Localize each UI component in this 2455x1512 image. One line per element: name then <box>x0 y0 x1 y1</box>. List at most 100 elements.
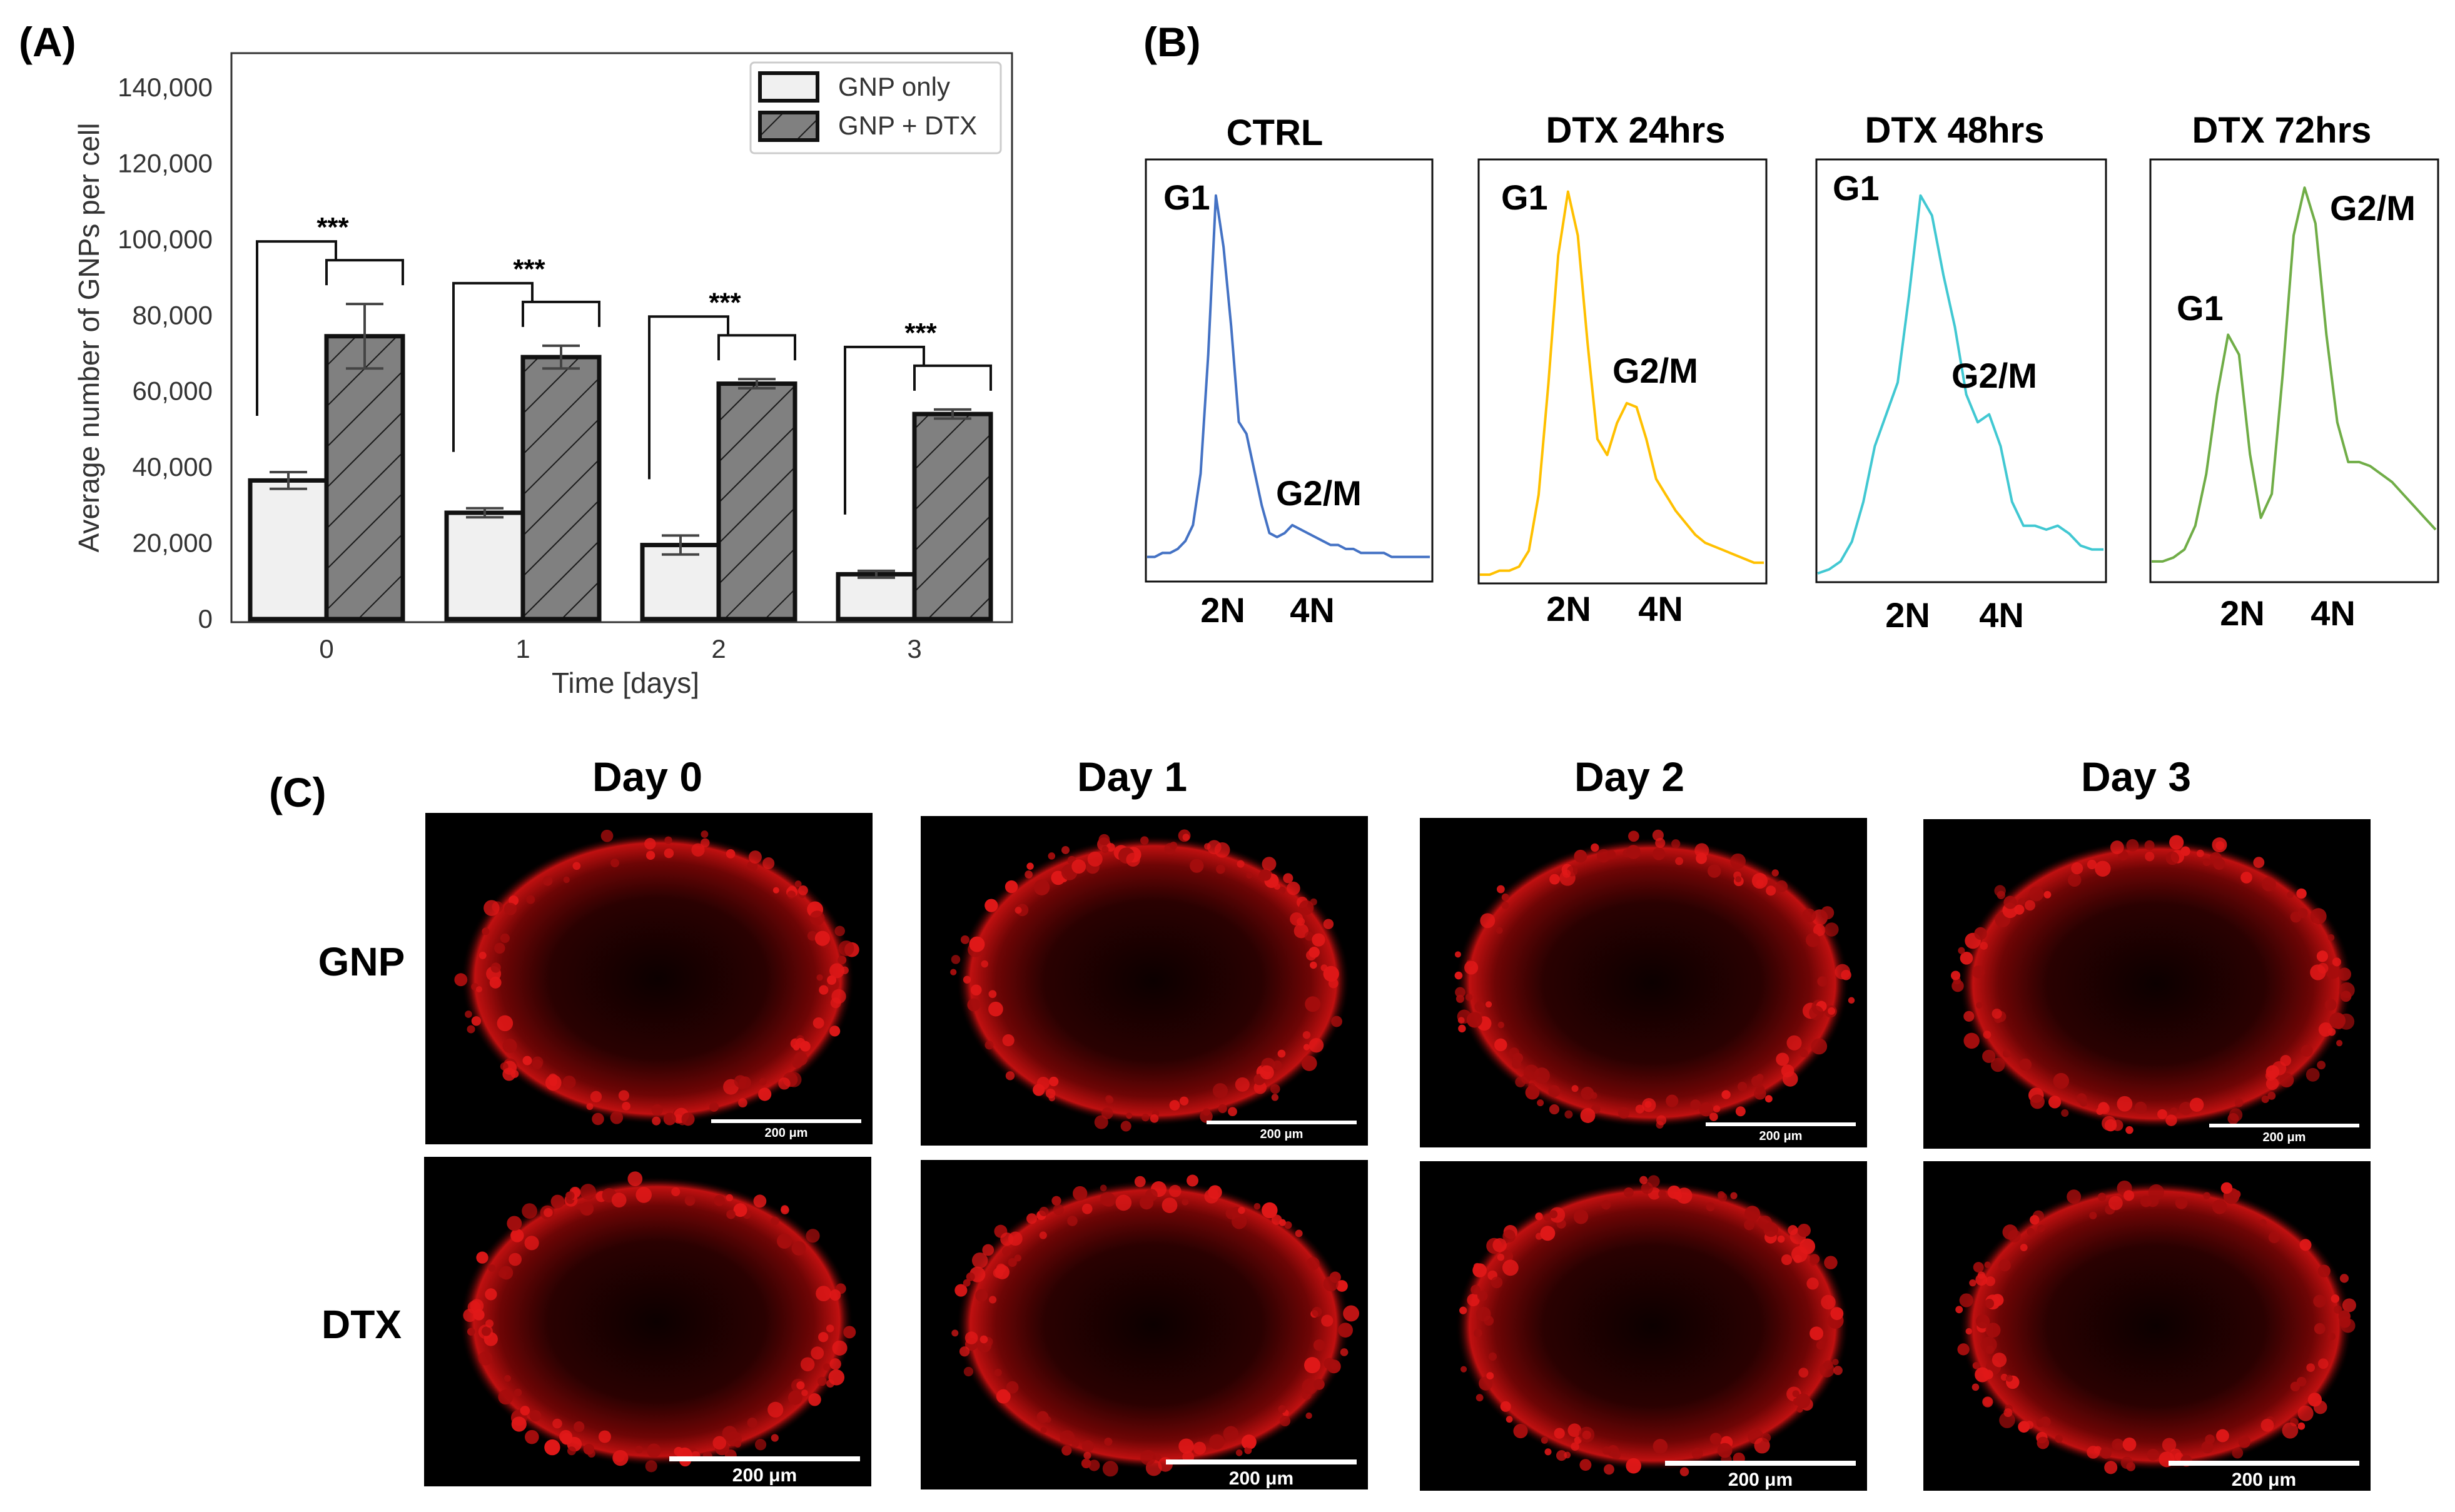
cell-dot <box>618 1090 630 1101</box>
cell-dot <box>1061 845 1070 854</box>
cell-dot <box>1717 1443 1733 1458</box>
cell-dot <box>1639 1176 1648 1184</box>
cell-dot <box>1579 1459 1592 1471</box>
histogram-curve <box>2152 186 2437 563</box>
cell-dot <box>1652 847 1666 860</box>
cell-dot <box>1295 1229 1303 1237</box>
cell-dot <box>2122 1437 2137 1451</box>
cell-dot <box>1776 880 1788 892</box>
cell-dot <box>1730 1192 1738 1199</box>
cell-dot <box>2125 1126 2134 1134</box>
cell-dot <box>1169 1100 1180 1111</box>
cell-dot <box>758 1087 772 1101</box>
cell-dot <box>522 1203 537 1219</box>
scale-bar-label: 200 μm <box>732 1465 797 1486</box>
cell-dot <box>580 1184 596 1200</box>
cell-dot <box>2260 1418 2274 1432</box>
cell-dot <box>2290 911 2302 923</box>
cell-dot <box>1272 1060 1282 1070</box>
cell-dot <box>2253 857 2265 869</box>
cell-dot <box>1025 870 1033 879</box>
cell-dot <box>982 1244 995 1256</box>
cell-dot <box>1607 850 1616 859</box>
legend-label-gnp-only: GNP only <box>838 72 950 101</box>
cell-dot <box>1073 1186 1088 1201</box>
cell-dot <box>1802 908 1816 923</box>
cell-dot <box>2234 1098 2244 1107</box>
cell-dot <box>2261 877 2276 892</box>
cell-dot <box>563 876 570 884</box>
cell-dot <box>1067 1216 1078 1226</box>
cell-dot <box>1571 1085 1579 1092</box>
cell-dot <box>1101 846 1109 854</box>
cell-dot <box>1758 1215 1772 1230</box>
cell-dot <box>2147 1448 2159 1461</box>
cell-dot <box>2339 1274 2349 1283</box>
cell-dot <box>587 1449 595 1458</box>
cell-dot <box>1501 893 1509 901</box>
cell-dot <box>2212 1199 2227 1214</box>
cell-dot <box>1305 996 1321 1012</box>
cell-dot <box>2216 1429 2229 1443</box>
cell-dot <box>754 1439 767 1451</box>
cell-dot <box>610 859 620 868</box>
cell-dot <box>1304 931 1314 941</box>
cell-dot <box>1679 1467 1689 1476</box>
cell-dot <box>954 1284 968 1297</box>
cell-dot <box>463 1308 477 1323</box>
cell-dot <box>1581 1086 1594 1101</box>
cell-dot <box>1457 1017 1465 1024</box>
cell-dot <box>834 925 845 937</box>
cell-dot <box>1053 1204 1064 1216</box>
cell-dot <box>691 843 705 857</box>
cell-dot <box>995 1264 1010 1279</box>
cell-dot <box>2338 967 2352 981</box>
cell-dot <box>791 1241 806 1256</box>
cell-dot <box>1278 887 1286 894</box>
cell-dot <box>1998 1259 2011 1272</box>
cell-dot <box>671 1187 681 1196</box>
cell-dot <box>1713 1105 1721 1113</box>
cell-dot <box>1549 874 1560 885</box>
bar-series <box>248 303 993 622</box>
cell-dot <box>1323 919 1334 929</box>
cell-dot <box>1676 1187 1693 1204</box>
spheroid <box>461 832 855 1125</box>
cell-dot <box>2342 1298 2356 1313</box>
cell-dot <box>1026 862 1034 870</box>
cell-dot <box>817 1376 827 1386</box>
cell-dot <box>1980 942 1988 950</box>
cell-dot <box>1797 1223 1811 1237</box>
cell-dot <box>2317 1061 2326 1070</box>
cell-dot <box>647 1443 661 1458</box>
spheroid <box>1455 1181 1850 1471</box>
cell-dot <box>1751 1076 1763 1087</box>
significance-stars: *** <box>316 212 349 243</box>
cell-dot <box>808 1393 821 1406</box>
cell-dot <box>964 1331 978 1344</box>
cell-dot <box>1985 1345 1995 1354</box>
flow-cytometry-panels: CTRL G1 G2/M 2N 4N DTX 24hrs G1 G2/M 2N 4N DTX 48h… <box>1145 110 2439 635</box>
legend-label-gnp-dtx: GNP + DTX <box>838 111 977 140</box>
cell-dot <box>483 900 500 916</box>
cell-dot <box>1277 1049 1286 1058</box>
cell-dot <box>2261 1095 2269 1104</box>
cell-dot <box>1008 1257 1017 1267</box>
cell-dot <box>1126 852 1140 867</box>
cell-dot <box>1168 1184 1182 1197</box>
cell-dot <box>726 849 736 859</box>
microscopy-grid: Day 0 Day 1 Day 2 Day 3 GNP DTX 200 μm 200 μm 20… <box>318 753 2371 1491</box>
cell-dot <box>1458 1024 1466 1033</box>
significance-bracket-outer <box>452 281 534 452</box>
cell-dot <box>828 1369 845 1386</box>
cell-dot <box>622 1102 630 1111</box>
cell-dot <box>2071 862 2083 875</box>
significance-bracket-outer <box>844 345 925 515</box>
cell-dot <box>747 1418 757 1428</box>
cell-dot <box>2296 888 2307 899</box>
bar-gnp-dtx <box>520 355 602 622</box>
cell-dot <box>1094 1115 1108 1129</box>
cell-dot <box>562 1076 576 1089</box>
bar-gnp-dtx <box>324 334 405 622</box>
cell-dot <box>1604 1464 1614 1475</box>
